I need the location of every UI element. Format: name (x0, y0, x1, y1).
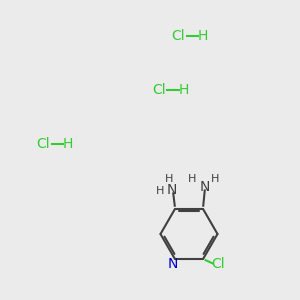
Text: H: H (165, 174, 173, 184)
Text: Cl: Cl (37, 137, 50, 151)
Text: H: H (188, 174, 196, 184)
Text: H: H (178, 83, 189, 97)
Text: H: H (63, 137, 73, 151)
Text: Cl: Cl (172, 29, 185, 43)
Text: H: H (156, 186, 164, 196)
Text: H: H (211, 174, 219, 184)
Text: Cl: Cl (152, 83, 166, 97)
Text: N: N (167, 183, 177, 197)
Text: N: N (200, 180, 210, 194)
Text: H: H (198, 29, 208, 43)
Text: Cl: Cl (211, 257, 224, 271)
Text: N: N (168, 257, 178, 271)
